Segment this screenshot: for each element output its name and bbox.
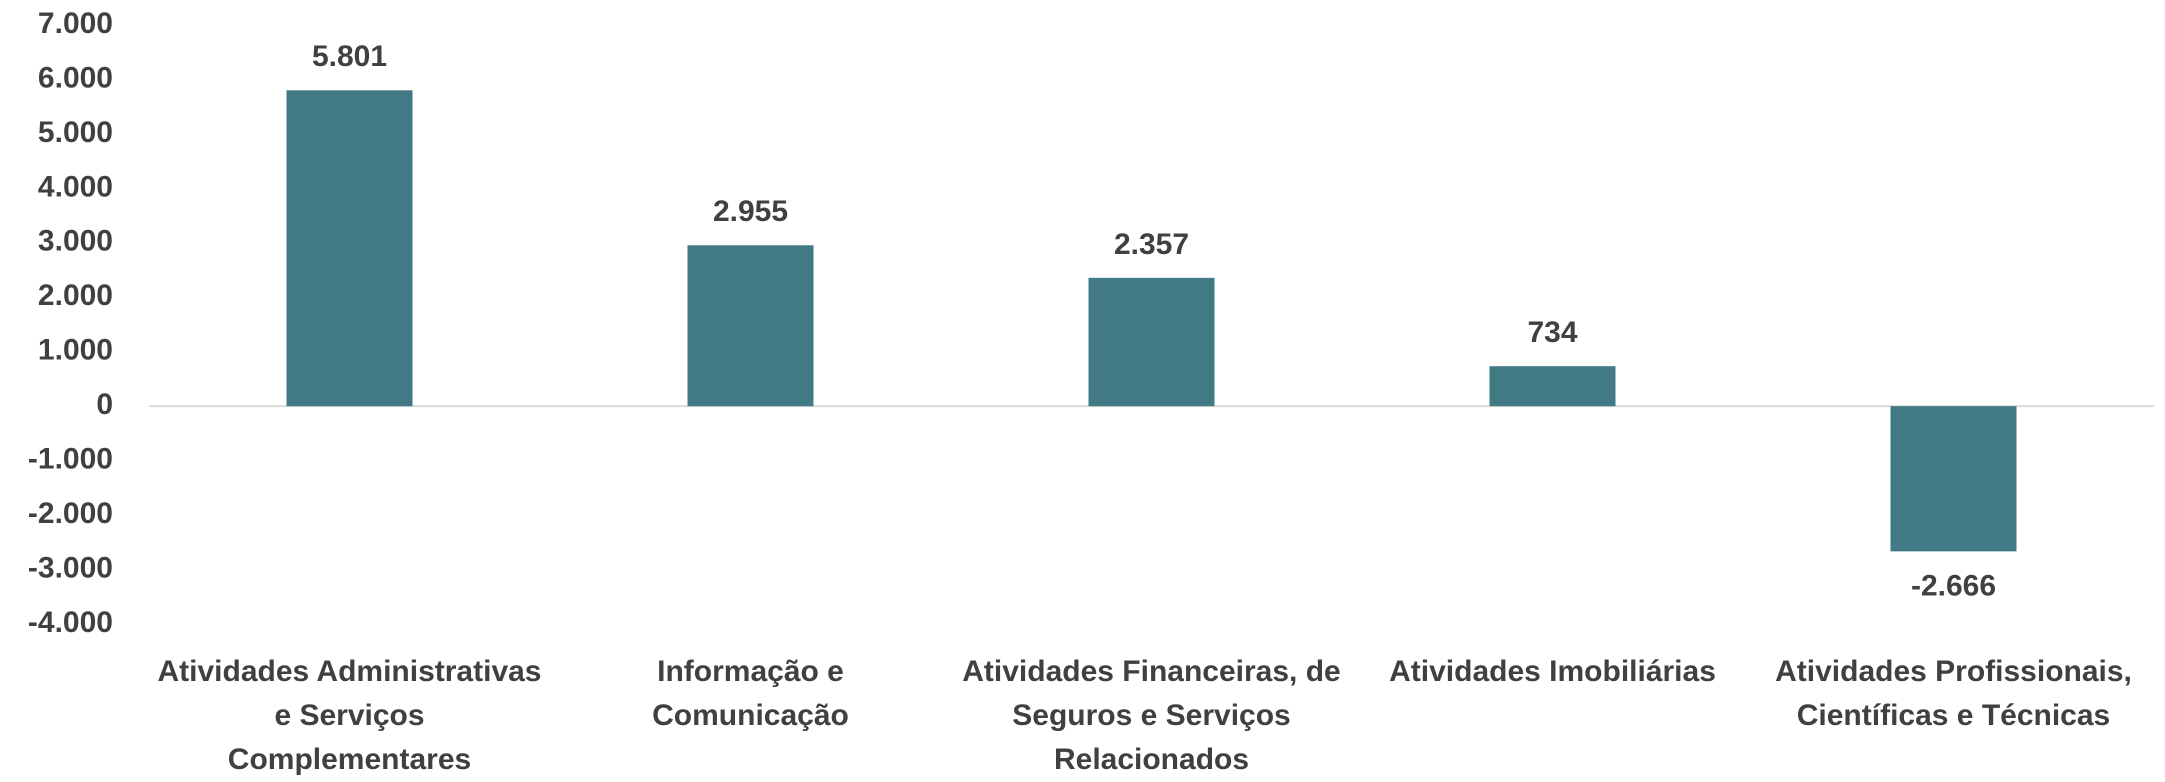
y-tick-label: 2.000	[38, 279, 113, 312]
y-tick-label: -4.000	[28, 606, 113, 639]
bar	[687, 245, 814, 407]
bar	[1088, 277, 1215, 407]
data-label: 2.955	[713, 195, 788, 228]
y-tick-label: -1.000	[28, 443, 113, 476]
data-label: 2.357	[1114, 228, 1189, 261]
bar	[1890, 406, 2017, 552]
bar	[1489, 366, 1616, 407]
x-tick-label: Atividades Imobiliárias	[1389, 655, 1716, 688]
x-tick-label: Atividades Financeiras, de Seguros e Serv…	[962, 655, 1340, 776]
data-label: 734	[1527, 316, 1577, 349]
x-tick-label: Atividades Administrativas e Serviços Comp…	[157, 655, 541, 776]
data-label: 5.801	[312, 40, 387, 73]
y-tick-label: 1.000	[38, 334, 113, 367]
y-tick-label: -3.000	[28, 551, 113, 584]
y-tick-label: -2.000	[28, 497, 113, 530]
y-tick-label: 0	[96, 388, 113, 421]
bar	[286, 90, 413, 407]
x-tick-label: Atividades Profissionais, Científicas e T…	[1775, 655, 2132, 732]
y-tick-label: 7.000	[38, 7, 113, 40]
y-tick-label: 6.000	[38, 61, 113, 94]
data-label: -2.666	[1911, 569, 1996, 602]
y-tick-label: 3.000	[38, 225, 113, 258]
x-tick-label: Informação e Comunicação	[652, 655, 849, 732]
y-tick-label: 5.000	[38, 116, 113, 149]
y-tick-label: 4.000	[38, 170, 113, 203]
